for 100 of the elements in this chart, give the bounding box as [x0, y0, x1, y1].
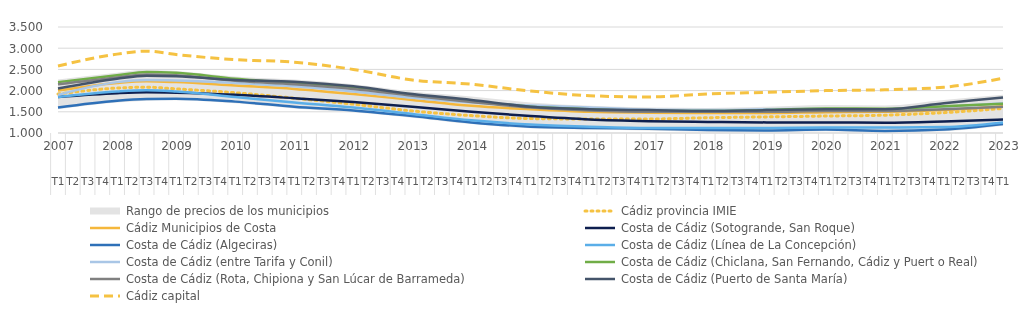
- text: T1: [936, 175, 951, 187]
- legend-label: Costa de Cádiz (Línea de La Concepción): [621, 238, 857, 252]
- y-tick-label: 3.000: [8, 41, 43, 56]
- line-series: [56, 85, 1005, 121]
- x-tick-label: 2018: [692, 138, 724, 153]
- text: T4: [508, 175, 523, 187]
- text: T2: [833, 175, 848, 187]
- text: T4: [212, 175, 228, 187]
- legend-label: Costa de Cádiz (Sotogrande, San Roque): [621, 221, 855, 235]
- text: T4: [153, 175, 169, 187]
- line-series: [56, 97, 1005, 133]
- text: T1: [818, 175, 833, 187]
- text: T4: [980, 175, 996, 187]
- x-tick-label: 2013: [397, 138, 429, 153]
- text: T1: [227, 175, 242, 187]
- text: T2: [951, 175, 966, 187]
- text: T3: [552, 175, 567, 187]
- text: T3: [906, 175, 921, 187]
- text: T2: [65, 175, 80, 187]
- text: T3: [316, 175, 331, 187]
- text: T1: [404, 175, 419, 187]
- text: T2: [655, 175, 670, 187]
- x-tick-label: 2009: [161, 138, 192, 153]
- text: T2: [478, 175, 493, 187]
- text: T3: [493, 175, 508, 187]
- text: T2: [537, 175, 552, 187]
- text: T1: [877, 175, 892, 187]
- legend-label: Costa de Cádiz (Algeciras): [126, 238, 278, 252]
- text: T4: [626, 175, 641, 187]
- text: T3: [847, 175, 862, 187]
- text: T4: [449, 175, 464, 187]
- legend-label: Cádiz capital: [126, 289, 200, 303]
- text: T2: [892, 175, 907, 187]
- text: T2: [714, 175, 730, 187]
- text: T2: [360, 175, 375, 187]
- x-tick-label: 2023: [988, 138, 1019, 153]
- text: T3: [139, 175, 154, 187]
- text: T1: [168, 175, 183, 187]
- text: T1: [582, 175, 597, 187]
- legend-label: Rango de precios de los municipios: [126, 204, 330, 218]
- text: T3: [788, 175, 803, 187]
- text: T4: [567, 175, 582, 187]
- text: T2: [242, 175, 257, 187]
- y-tick-label: 2.500: [8, 62, 43, 77]
- text: T1: [759, 175, 774, 187]
- text: T4: [94, 175, 110, 187]
- x-tick-label: 2012: [338, 138, 370, 153]
- text: T1: [522, 175, 538, 187]
- legend-label: Cádiz Municipios de Costa: [126, 221, 277, 235]
- legend-label: Costa de Cádiz (Chiclana, San Fernando, Cádiz y Puert o Real): [621, 255, 978, 269]
- text: T3: [670, 175, 685, 187]
- text: T4: [803, 175, 818, 187]
- text: T2: [419, 175, 434, 187]
- x-tick-label: 2017: [633, 138, 665, 153]
- x-tick-label: 2016: [574, 138, 606, 153]
- x-tick-label: 2010: [220, 138, 251, 153]
- y-tick-label: 3.500: [8, 20, 43, 35]
- text: T3: [434, 175, 449, 187]
- legend-label: Costa de Cádiz (Puerto de Santa María): [621, 272, 848, 286]
- text: T3: [198, 175, 213, 187]
- text: T2: [183, 175, 198, 187]
- x-tick-label: 2008: [102, 138, 133, 153]
- text: T4: [744, 175, 759, 187]
- text: T1: [641, 175, 656, 187]
- text: T3: [79, 175, 95, 187]
- text: T4: [271, 175, 287, 187]
- text: T4: [685, 175, 700, 187]
- text: T1: [50, 175, 65, 187]
- text: T4: [921, 175, 937, 187]
- text: T3: [375, 175, 390, 187]
- y-tick-label: 1.500: [8, 105, 43, 120]
- text: T3: [257, 175, 272, 187]
- legend-label: Cádiz provincia IMIE: [621, 204, 737, 218]
- x-tick-label: 2007: [43, 138, 74, 153]
- x-tick-label: 2011: [279, 138, 311, 153]
- text: T1: [286, 175, 301, 187]
- x-tick-label: 2021: [870, 138, 901, 153]
- text: T4: [862, 175, 877, 187]
- text: T1: [109, 175, 124, 187]
- x-tick-label: 2019: [751, 138, 783, 153]
- text: T3: [965, 175, 981, 187]
- text: T4: [330, 175, 346, 187]
- text: T1: [995, 175, 1010, 187]
- y-tick-label: 1.000: [8, 126, 43, 141]
- text: T3: [729, 175, 744, 187]
- legend-label: Costa de Cádiz (Rota, Chipiona y San Lúcar de Barrameda): [126, 272, 465, 286]
- x-tick-label: 2014: [456, 138, 488, 153]
- legend-label: Costa de Cádiz (entre Tarifa y Conil): [126, 255, 333, 269]
- text: T2: [301, 175, 316, 187]
- text: T1: [463, 175, 478, 187]
- text: T2: [124, 175, 139, 187]
- text: T1: [700, 175, 715, 187]
- x-tick-label: 2022: [929, 138, 960, 153]
- y-tick-label: 2.000: [8, 83, 43, 98]
- x-tick-label: 2015: [515, 138, 547, 153]
- x-tick-label: 2020: [811, 138, 842, 153]
- text: T4: [390, 175, 405, 187]
- text: T3: [611, 175, 626, 187]
- text: T2: [596, 175, 611, 187]
- text: T1: [345, 175, 360, 187]
